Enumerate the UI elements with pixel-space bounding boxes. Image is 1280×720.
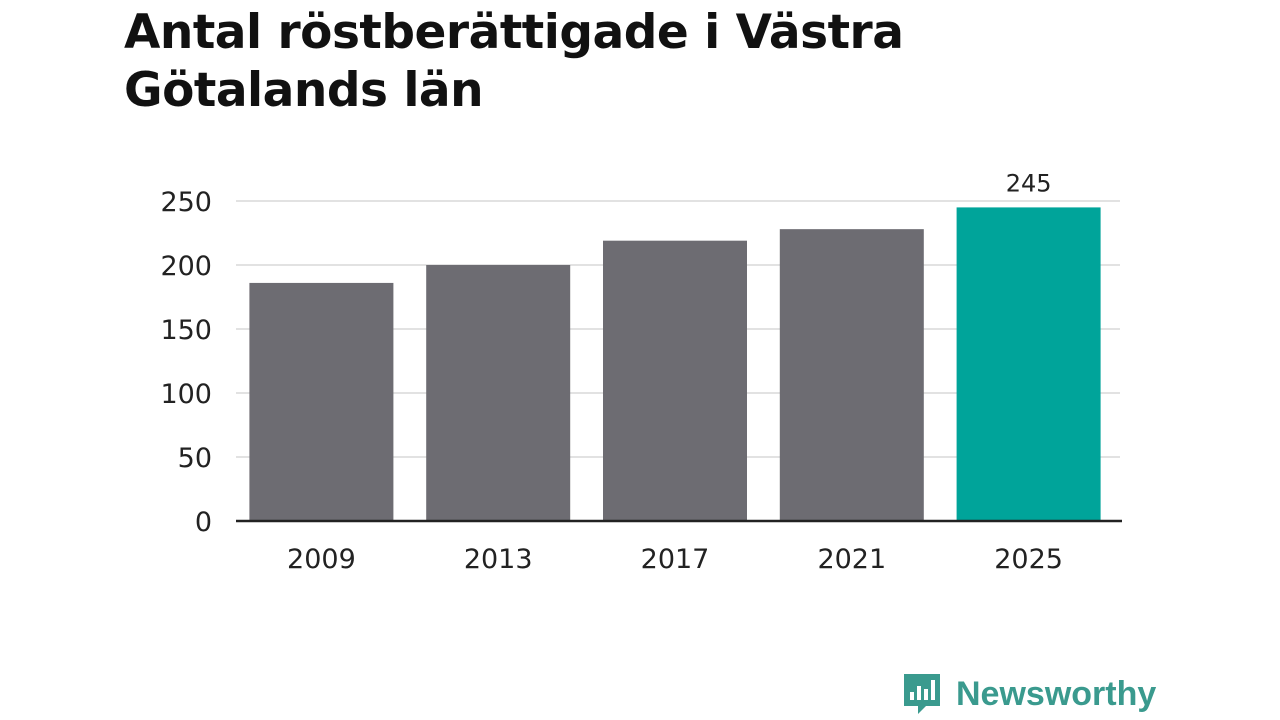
- bar-chart-speech-icon: [904, 674, 940, 714]
- brand-logo: Newsworthy: [902, 670, 1156, 718]
- data-label: 245: [1006, 169, 1052, 197]
- x-tick-label: 2017: [641, 544, 710, 575]
- bar-2017: [603, 240, 747, 521]
- bars: [249, 207, 1101, 521]
- bar-2009: [249, 282, 394, 521]
- brand-name: Newsworthy: [956, 674, 1157, 713]
- x-tick-label: 2021: [817, 544, 886, 575]
- x-tick-label: 2009: [287, 544, 356, 575]
- x-tick-label: 2013: [464, 544, 533, 575]
- x-tick-label: 2025: [994, 544, 1063, 575]
- y-tick-label: 250: [160, 187, 212, 218]
- y-tick-label: 0: [195, 507, 212, 538]
- chart-title: Antal röstberättigade i Västra Götalands…: [124, 5, 904, 118]
- y-tick-label: 100: [160, 379, 212, 410]
- bar-2021: [779, 229, 924, 521]
- y-tick-label: 200: [160, 251, 212, 282]
- y-axis-ticks: 0 50 100 150 200 250: [160, 187, 212, 538]
- y-tick-label: 50: [178, 443, 212, 474]
- x-axis-labels: 2009 2013 2017 2021 2025: [287, 544, 1063, 575]
- data-labels: 245: [1006, 169, 1052, 197]
- bar-2025: [956, 207, 1101, 521]
- y-tick-label: 150: [160, 315, 212, 346]
- bar-2013: [426, 265, 571, 521]
